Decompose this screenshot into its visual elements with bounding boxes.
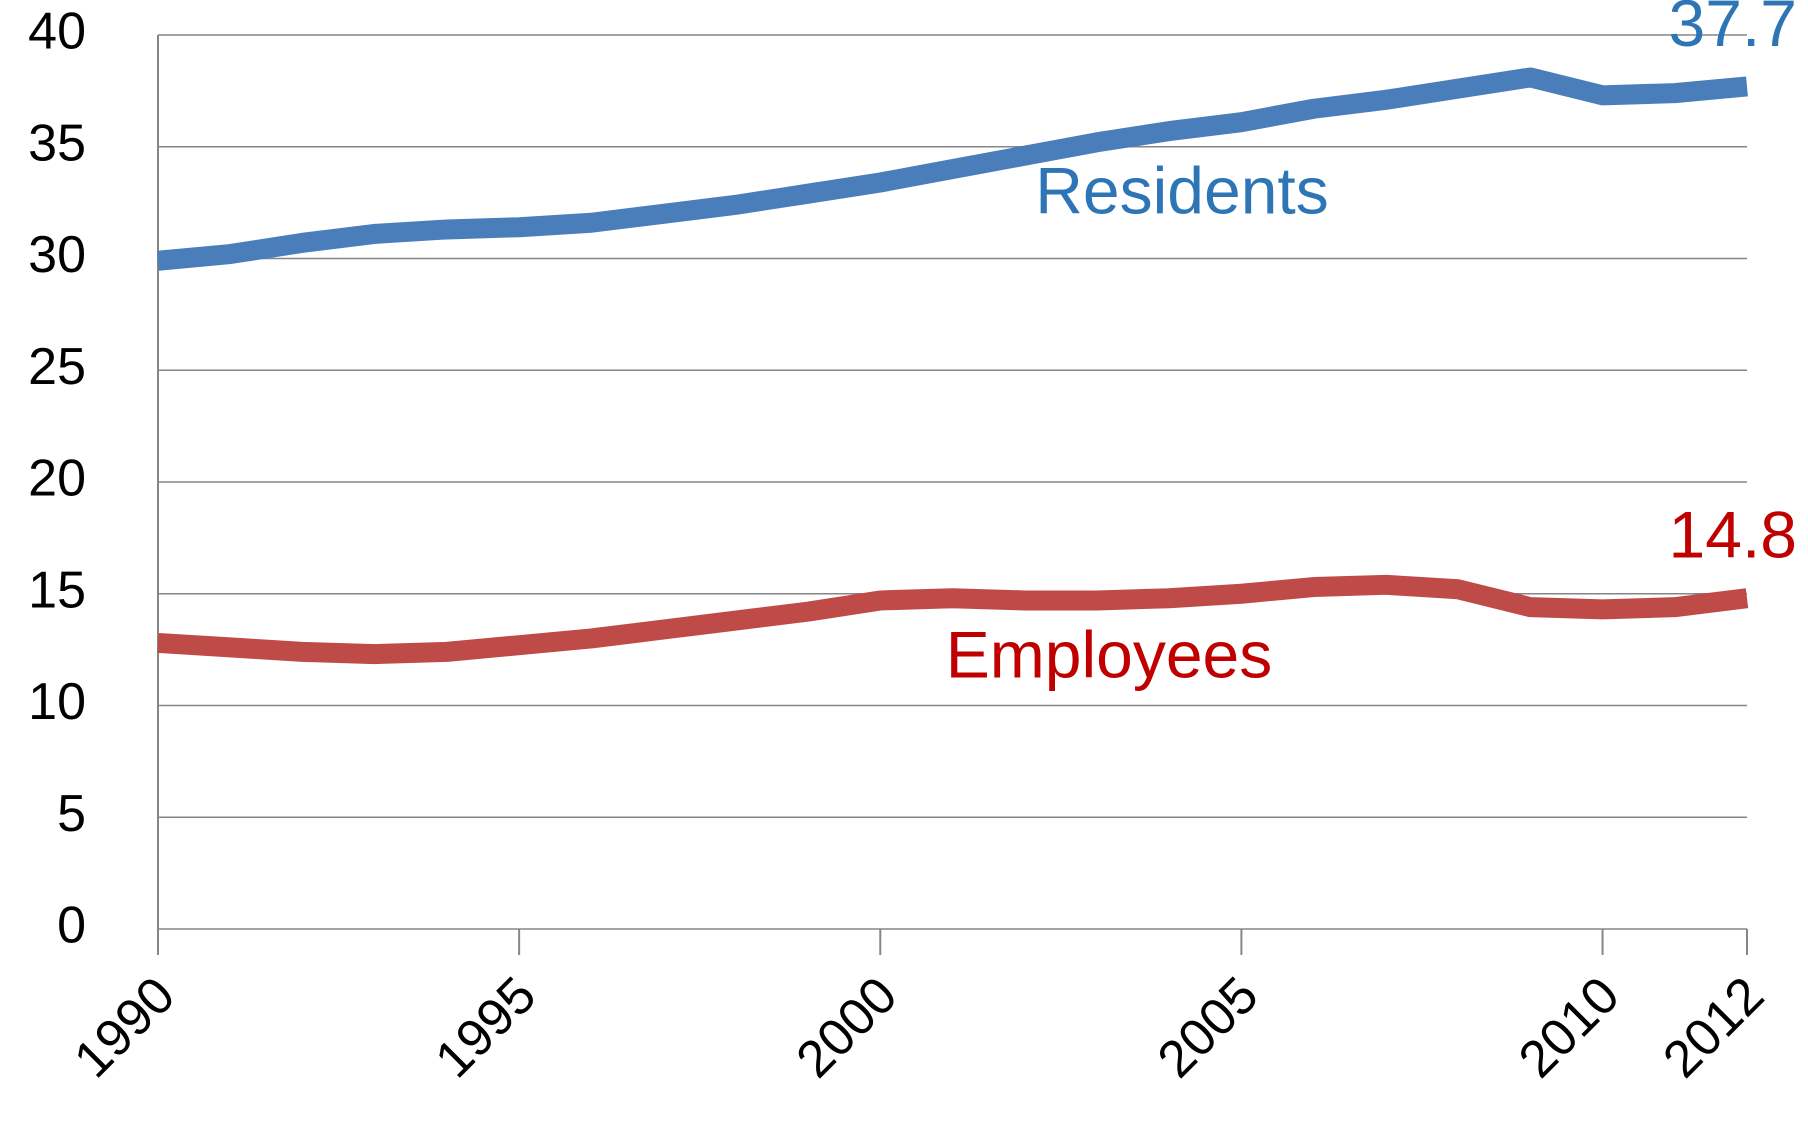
- y-tick-label: 25: [28, 338, 86, 396]
- x-tick-label: 2005: [1147, 966, 1270, 1089]
- y-tick-label: 40: [28, 3, 86, 61]
- series-line: [157, 574, 1749, 665]
- end-value-label: 37.7: [1669, 0, 1797, 60]
- y-tick-label: 35: [28, 114, 86, 172]
- series-label: Employees: [946, 617, 1273, 691]
- x-tick-label: 1990: [63, 966, 186, 1089]
- x-tick-label: 2000: [786, 966, 909, 1089]
- x-tick-label: 2012: [1652, 966, 1775, 1089]
- end-value-label: 14.8: [1669, 498, 1797, 572]
- y-tick-label: 15: [28, 561, 86, 619]
- y-tick-label: 30: [28, 226, 86, 284]
- series-line: [157, 67, 1748, 271]
- series-label: Residents: [1035, 153, 1329, 227]
- x-tick-label: 2010: [1508, 966, 1631, 1089]
- y-tick-label: 20: [28, 450, 86, 508]
- y-tick-label: 0: [57, 897, 86, 955]
- y-tick-label: 10: [28, 673, 86, 731]
- y-tick-label: 5: [57, 785, 86, 843]
- x-tick-label: 1995: [425, 966, 548, 1089]
